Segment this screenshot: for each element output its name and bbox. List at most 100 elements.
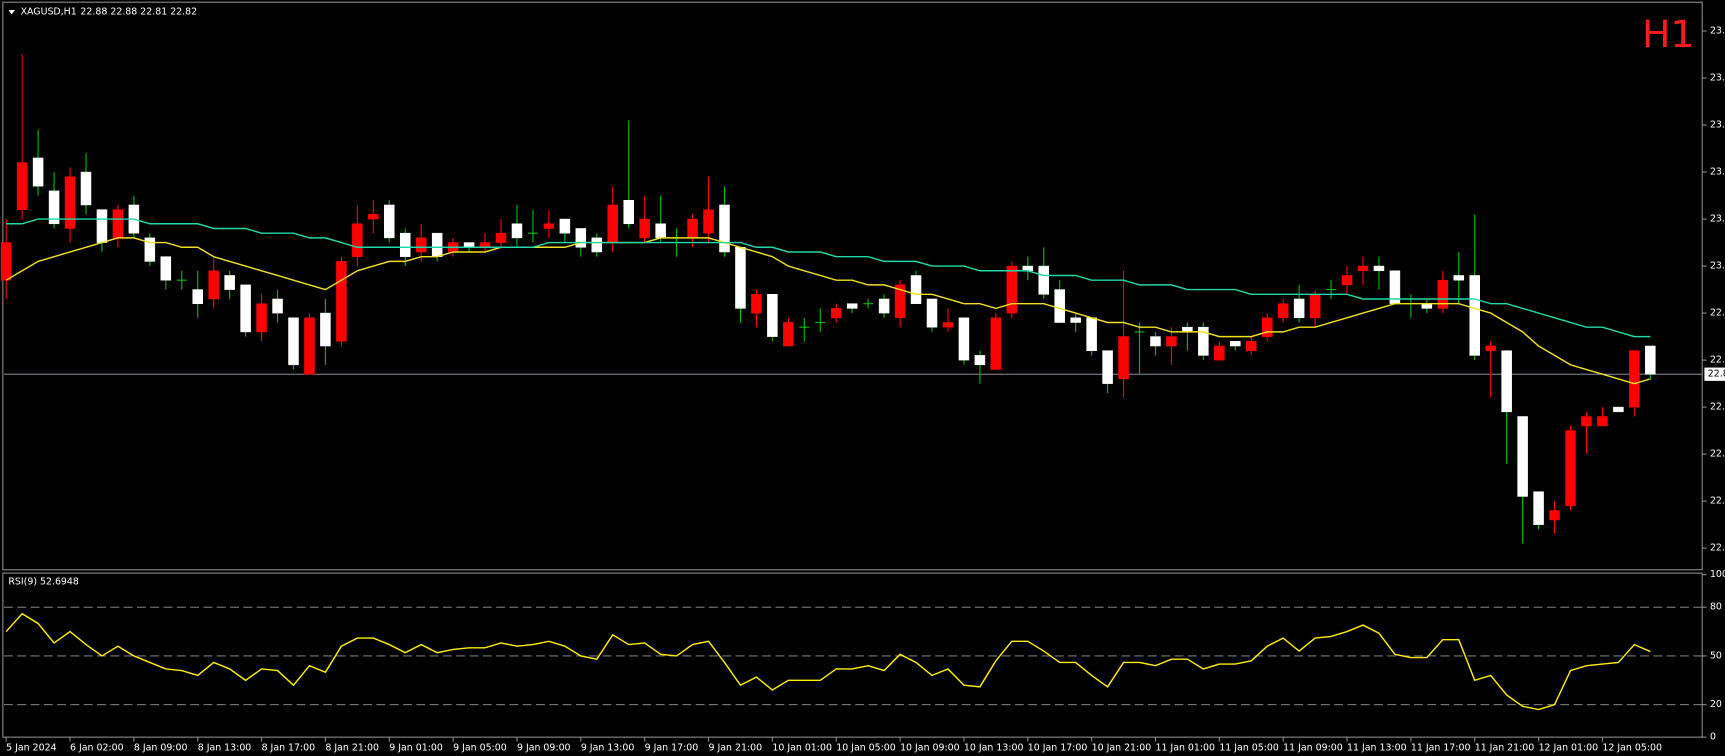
candle-body [1150,336,1161,347]
candle-body [1166,336,1177,347]
x-tick-label: 10 Jan 01:00 [772,743,832,754]
candle-body [160,256,172,281]
candle-body [256,303,267,333]
candle-body [1485,345,1496,351]
x-tick-label: 9 Jan 21:00 [709,743,763,754]
y-tick-label: 23.55 [1710,26,1725,37]
x-tick-label: 10 Jan 09:00 [900,743,960,754]
candle-body [431,232,443,257]
candle-body [958,317,970,361]
candle-body [1038,265,1050,295]
candle-body [1629,350,1640,408]
candle-body [607,204,619,243]
y-tick-label: 23.15 [1710,214,1725,225]
candle-body [1437,279,1449,309]
candle-body [48,190,60,225]
candle-body [1230,341,1241,347]
x-tick-label: 10 Jan 05:00 [836,743,896,754]
candle-body [639,218,650,239]
candle-body [224,275,235,290]
candle-body [543,223,555,229]
candle-body [1613,406,1624,413]
candle-body [16,162,28,210]
rsi-label: RSI(9) 52.6948 [8,576,79,587]
candle-body [1086,317,1097,351]
x-tick-label: 9 Jan 01:00 [389,743,443,754]
moving-average [5,237,1651,385]
candle-body [1501,350,1512,413]
y-tick-label: 22.85 [1710,355,1725,366]
main-panel-frame [2,1,1703,571]
candle-body [1357,265,1369,272]
x-tick-label: 8 Jan 13:00 [198,743,252,754]
x-tick-label: 10 Jan 13:00 [964,743,1024,754]
candle-body [415,237,427,253]
candle-body [1070,317,1081,323]
candle-body [1054,289,1065,323]
candle-body [1469,275,1480,356]
candle-body [719,204,730,253]
candle-body [591,237,603,253]
x-tick-label: 12 Jan 01:00 [1539,743,1599,754]
candle-body [974,355,986,366]
candle-body [910,275,922,304]
x-tick-label: 10 Jan 17:00 [1028,743,1088,754]
candle-body [1261,317,1273,337]
y-tick-label: 22.95 [1710,308,1725,319]
y-tick-label: 23.45 [1710,73,1725,84]
candle-body [1373,265,1385,272]
candle-body [767,294,778,337]
candle-body [1198,326,1209,356]
candle-body [192,289,203,304]
candle-body [846,303,858,309]
candle-body [878,298,890,314]
candle-body [399,232,411,257]
rsi-tick-label: 20 [1710,699,1722,710]
x-tick-label: 11 Jan 13:00 [1347,743,1407,754]
x-tick-label: 9 Jan 17:00 [645,743,699,754]
candle-body [1309,294,1321,319]
candle-body [1293,298,1305,319]
x-tick-label: 11 Jan 09:00 [1283,743,1343,754]
candle-body [495,232,507,243]
candle-body [1102,350,1113,384]
candle-body [1549,510,1560,521]
candle-body [384,204,395,239]
candle-body [894,284,906,319]
candle-body [240,284,251,333]
x-tick-label: 9 Jan 09:00 [517,743,571,754]
rsi-tick-label: 80 [1710,602,1722,613]
candle-body [368,214,379,220]
candle-body [942,322,954,328]
candle-body [1214,345,1225,361]
y-tick-label: 23.35 [1710,120,1725,131]
candle-body [144,237,156,262]
x-tick-label: 10 Jan 21:00 [1092,743,1152,754]
last-price-box [1704,367,1725,381]
candle-body [687,218,698,239]
candle-body [559,218,571,234]
rsi-tick-label: 50 [1710,650,1722,661]
y-tick-label: 22.45 [1710,543,1725,554]
y-tick-label: 22.75 [1710,402,1725,413]
candle-body [1517,416,1528,497]
candle-body [735,246,746,309]
x-tick-label: 11 Jan 01:00 [1155,743,1215,754]
candle-body [1581,416,1592,427]
x-tick-label: 9 Jan 13:00 [581,743,635,754]
candle-body [1597,416,1608,427]
timeframe-label: H1 [1642,12,1694,56]
candle-body [1006,265,1018,314]
candle-body [352,223,363,257]
candle-body [0,242,12,281]
y-tick-label: 22.55 [1710,496,1725,507]
candle-body [575,228,587,248]
candle-body [1245,341,1257,351]
candle-body [272,298,283,314]
x-tick-label: 11 Jan 17:00 [1411,743,1471,754]
moving-average [6,218,1651,338]
candle-body [783,322,794,347]
